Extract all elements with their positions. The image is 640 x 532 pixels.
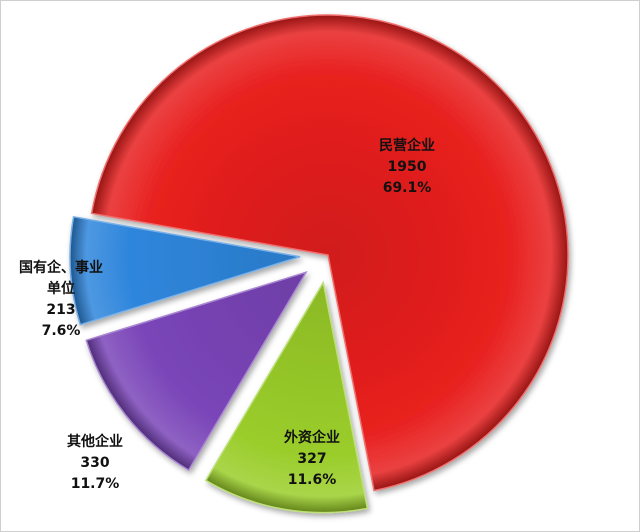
label-percent: 7.6% xyxy=(41,323,81,339)
label-percent: 11.6% xyxy=(287,472,337,488)
label-state-owned: 国有企、事业 单位 213 7.6% xyxy=(2,258,120,342)
pie-slice-0 xyxy=(90,14,569,492)
label-name-line2: 单位 xyxy=(47,281,75,297)
label-other: 其他企业 330 11.7% xyxy=(50,432,140,495)
label-private: 民营企业 1950 69.1% xyxy=(362,136,452,199)
label-name: 民营企业 xyxy=(379,138,435,154)
pie-slice-3 xyxy=(69,215,301,326)
pie-slice-1 xyxy=(204,280,369,514)
label-name-line1: 国有企、事业 xyxy=(19,260,103,276)
label-name: 其他企业 xyxy=(67,434,123,450)
label-name: 外资企业 xyxy=(284,430,340,446)
label-value: 1950 xyxy=(387,159,427,175)
pie-slice-2 xyxy=(85,271,308,472)
label-value: 213 xyxy=(46,302,76,318)
label-percent: 69.1% xyxy=(382,180,432,196)
label-value: 330 xyxy=(80,455,110,471)
label-percent: 11.7% xyxy=(70,476,120,492)
label-value: 327 xyxy=(297,451,327,467)
label-foreign: 外资企业 327 11.6% xyxy=(262,428,362,491)
